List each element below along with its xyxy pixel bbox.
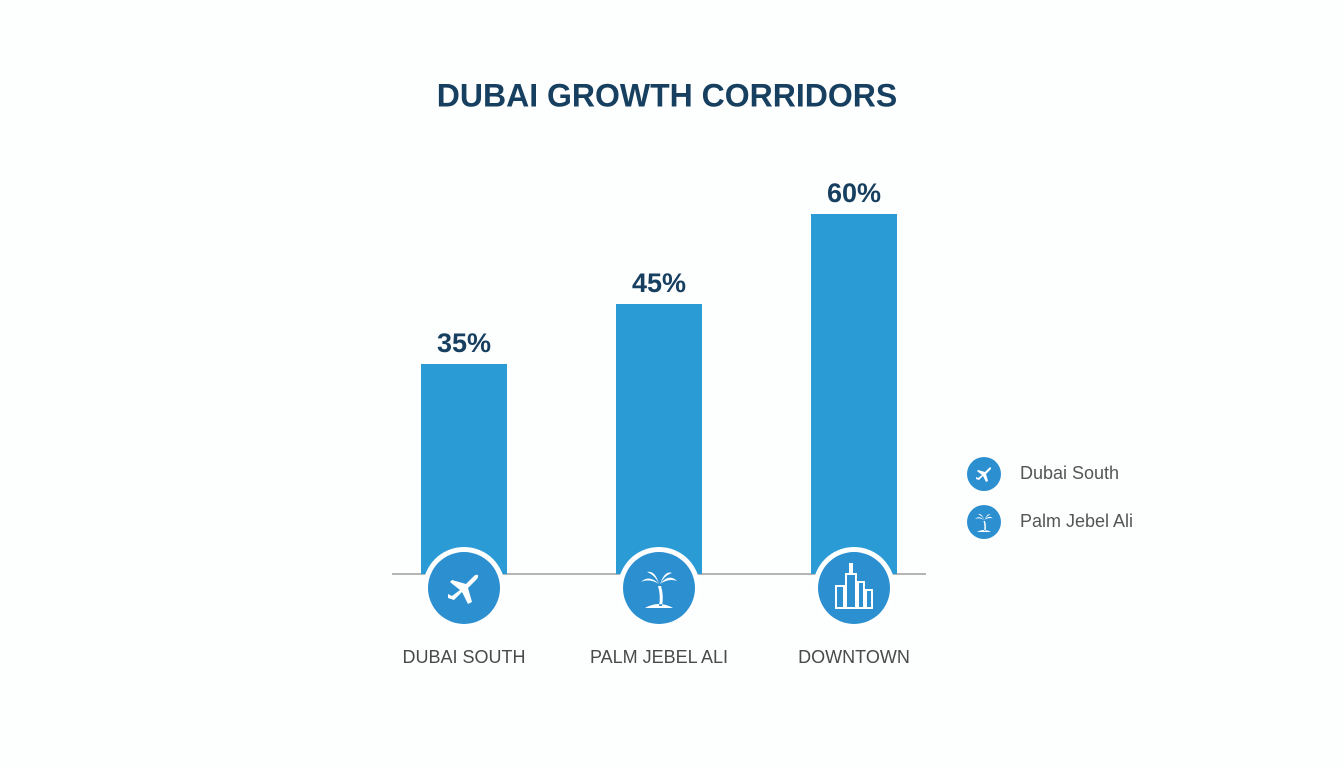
- bar: [811, 214, 897, 574]
- legend-label: Dubai South: [1020, 463, 1119, 483]
- legend-icon: [975, 513, 993, 532]
- x-tick-label: DUBAI SOUTH: [402, 647, 525, 667]
- value-label: 35%: [437, 328, 491, 358]
- value-label: 45%: [632, 268, 686, 298]
- value-label: 60%: [827, 178, 881, 208]
- bar: [421, 364, 507, 574]
- chart-title: DUBAI GROWTH CORRIDORS: [437, 77, 897, 113]
- building-icon: [835, 563, 873, 609]
- palm-icon: [641, 571, 677, 608]
- x-tick-label: DOWNTOWN: [798, 647, 910, 667]
- category-icon: [641, 571, 677, 608]
- category-icon: [448, 574, 479, 604]
- palm-icon: [975, 513, 993, 532]
- x-tick-label: PALM JEBEL ALI: [590, 647, 728, 667]
- legend-label: Palm Jebel Ali: [1020, 511, 1133, 531]
- bar: [616, 304, 702, 574]
- category-icon: [835, 563, 873, 609]
- plane-icon: [448, 574, 479, 604]
- plane-icon: [976, 467, 992, 482]
- legend-icon: [976, 467, 992, 482]
- icon-circle: [818, 552, 890, 624]
